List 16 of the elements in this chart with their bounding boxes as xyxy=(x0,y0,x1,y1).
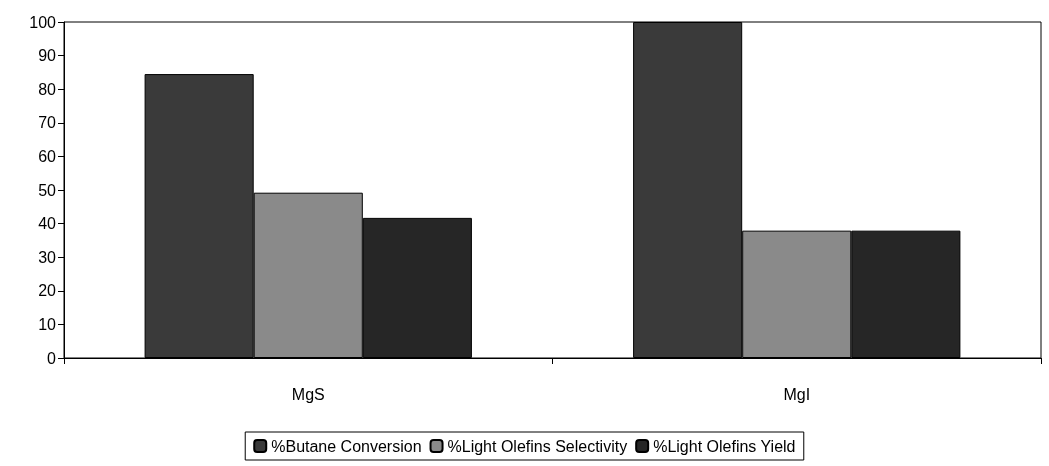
y-tick-label: 20 xyxy=(38,282,57,300)
y-tick-label: 100 xyxy=(29,13,57,31)
y-tick-label: 70 xyxy=(38,114,57,132)
y-tick-label: 80 xyxy=(38,80,57,98)
legend-label: %Light Olefins Selectivity xyxy=(447,437,628,455)
y-tick-label: 40 xyxy=(38,215,57,233)
y-tick-label: 10 xyxy=(38,315,57,333)
legend-label: %Light Olefins Yield xyxy=(653,437,796,455)
y-tick-label: 90 xyxy=(38,47,57,65)
y-tick-label: 0 xyxy=(47,349,57,367)
legend-label: %Butane Conversion xyxy=(271,437,422,455)
y-tick-label: 30 xyxy=(38,248,57,266)
x-tick-label: MgS xyxy=(291,385,325,403)
y-tick-label: 60 xyxy=(38,147,57,165)
x-tick-label: MgI xyxy=(783,385,811,403)
y-tick-label: 50 xyxy=(38,181,57,199)
